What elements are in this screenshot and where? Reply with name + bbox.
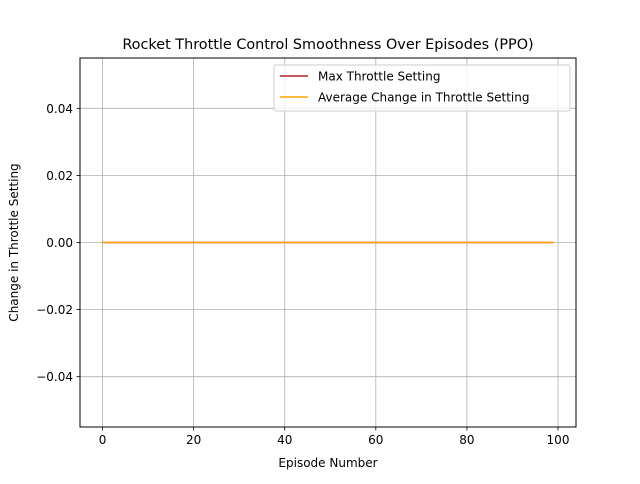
y-tick-label: 0.02 (46, 169, 73, 183)
x-axis-label: Episode Number (278, 456, 377, 470)
x-tick-label: 60 (368, 433, 383, 447)
y-tick-label: 0.04 (46, 102, 73, 116)
legend-box (273, 64, 571, 112)
chart-title: Rocket Throttle Control Smoothness Over … (122, 37, 533, 53)
x-axis-ticks: 0 20 40 60 80 100 (99, 427, 570, 447)
legend-label-max-throttle: Max Throttle Setting (318, 70, 440, 84)
y-axis-ticks: −0.04 −0.02 0.00 0.02 0.04 (36, 102, 80, 384)
y-axis-label: Change in Throttle Setting (7, 163, 21, 321)
legend-label-average-change: Average Change in Throttle Setting (318, 91, 529, 105)
x-tick-label: 40 (277, 433, 292, 447)
x-tick-label: 80 (459, 433, 474, 447)
legend: Max Throttle Setting Average Change in T… (273, 64, 571, 112)
x-tick-label: 100 (547, 433, 570, 447)
x-tick-label: 0 (99, 433, 107, 447)
x-tick-label: 20 (186, 433, 201, 447)
y-tick-label: −0.02 (36, 303, 73, 317)
y-tick-label: −0.04 (36, 370, 73, 384)
y-tick-label: 0.00 (46, 236, 73, 250)
